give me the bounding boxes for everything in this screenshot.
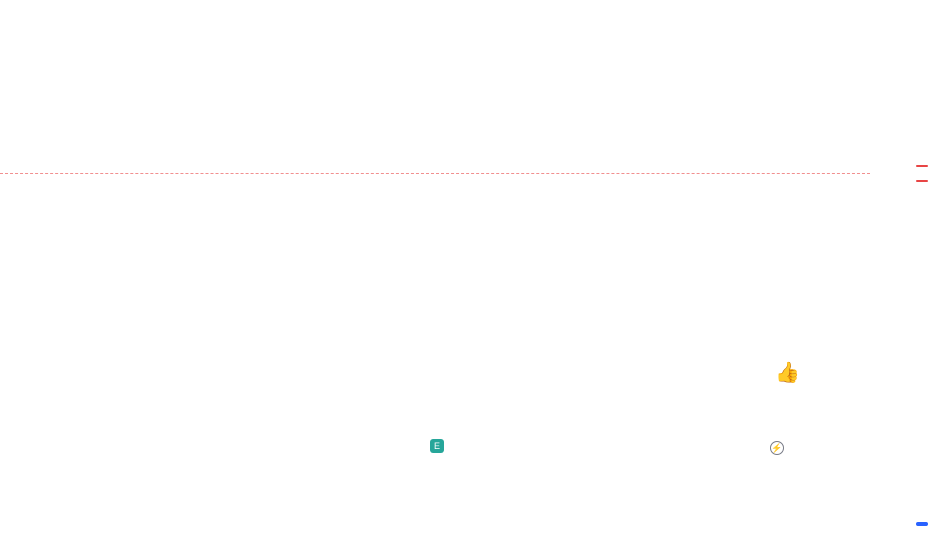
chart-canvas <box>0 25 870 485</box>
earnings-flag-icon[interactable]: E <box>430 439 444 453</box>
chart-area[interactable]: 👍 E ⚡ <box>0 25 870 485</box>
volume-badge <box>916 522 928 526</box>
current-price-badge <box>916 165 928 167</box>
y-axis <box>874 25 932 485</box>
current-price-line <box>0 173 870 174</box>
like-icon[interactable]: 👍 <box>775 360 800 385</box>
countdown-badge <box>916 180 928 182</box>
alert-icon[interactable]: ⚡ <box>770 441 784 455</box>
x-axis <box>0 528 870 550</box>
